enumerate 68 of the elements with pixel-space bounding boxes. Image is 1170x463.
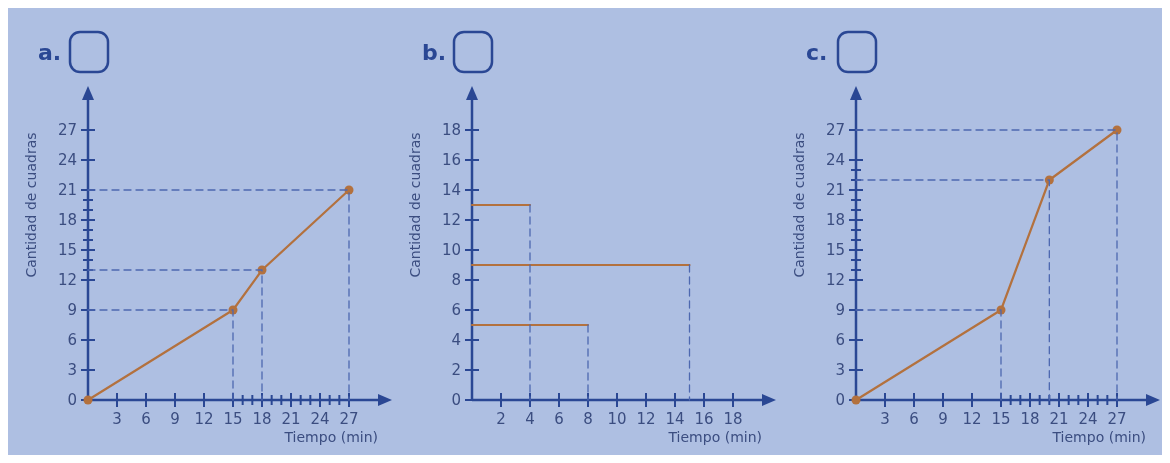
y-axis-title: Cantidad de cuadras xyxy=(23,132,39,278)
chart-title: c. xyxy=(806,40,828,65)
x-tick-label: 18 xyxy=(723,410,743,428)
y-tick-label: 24 xyxy=(825,151,845,169)
x-tick-label: 6 xyxy=(141,410,151,428)
y-tick-label: 21 xyxy=(57,181,77,199)
x-tick-label: 8 xyxy=(583,410,593,428)
point xyxy=(83,395,93,405)
y-tick-label: 12 xyxy=(441,211,461,229)
chart-title: a. xyxy=(38,40,62,65)
x-tick-label: 24 xyxy=(1078,410,1098,428)
x-axis-title: Tiempo (min) xyxy=(283,429,378,445)
y-tick-label: 21 xyxy=(825,181,845,199)
x-tick-label: 9 xyxy=(170,410,180,428)
x-tick-label: 24 xyxy=(310,410,330,428)
x-tick-label: 27 xyxy=(339,410,359,428)
y-tick-label: 12 xyxy=(57,271,77,289)
x-tick-label: 27 xyxy=(1107,410,1127,428)
x-tick-label: 15 xyxy=(991,410,1011,428)
y-tick-label: 24 xyxy=(57,151,77,169)
y-tick-label: 15 xyxy=(57,241,77,259)
y-tick-label: 27 xyxy=(57,121,77,139)
x-tick-label: 14 xyxy=(665,410,685,428)
x-tick-label: 9 xyxy=(938,410,948,428)
x-tick-label: 3 xyxy=(112,410,122,428)
y-tick-label: 6 xyxy=(67,331,77,349)
y-tick-label: 18 xyxy=(825,211,845,229)
y-tick-label: 15 xyxy=(825,241,845,259)
y-tick-label: 16 xyxy=(441,151,461,169)
y-axis-title: Cantidad de cuadras xyxy=(407,132,423,278)
x-tick-label: 6 xyxy=(554,410,564,428)
y-tick-label: 8 xyxy=(451,271,461,289)
x-tick-label: 12 xyxy=(636,410,656,428)
x-tick-label: 21 xyxy=(1049,410,1069,428)
x-tick-label: 3 xyxy=(880,410,890,428)
x-tick-label: 18 xyxy=(1020,410,1040,428)
y-tick-label: 18 xyxy=(441,121,461,139)
y-axis-title: Cantidad de cuadras xyxy=(791,132,807,278)
x-tick-label: 15 xyxy=(223,410,243,428)
y-tick-label: 0 xyxy=(67,391,77,409)
x-tick-label: 2 xyxy=(496,410,506,428)
x-tick-label: 10 xyxy=(607,410,627,428)
y-tick-label: 3 xyxy=(67,361,77,379)
x-axis-title: Tiempo (min) xyxy=(667,429,762,445)
point xyxy=(851,395,861,405)
x-tick-label: 16 xyxy=(694,410,714,428)
y-tick-label: 6 xyxy=(835,331,845,349)
x-tick-label: 18 xyxy=(252,410,272,428)
x-axis-title: Tiempo (min) xyxy=(1051,429,1146,445)
x-tick-label: 12 xyxy=(962,410,982,428)
y-tick-label: 9 xyxy=(67,301,77,319)
y-tick-label: 6 xyxy=(451,301,461,319)
x-tick-label: 6 xyxy=(909,410,919,428)
y-tick-label: 12 xyxy=(825,271,845,289)
y-tick-label: 0 xyxy=(451,391,461,409)
chart-title: b. xyxy=(422,40,447,65)
y-tick-label: 10 xyxy=(441,241,461,259)
y-tick-label: 2 xyxy=(451,361,461,379)
y-tick-label: 14 xyxy=(441,181,461,199)
x-tick-label: 4 xyxy=(525,410,535,428)
y-tick-label: 18 xyxy=(57,211,77,229)
y-tick-label: 9 xyxy=(835,301,845,319)
y-tick-label: 4 xyxy=(451,331,461,349)
x-tick-label: 21 xyxy=(281,410,301,428)
y-tick-label: 0 xyxy=(835,391,845,409)
x-tick-label: 12 xyxy=(194,410,214,428)
y-tick-label: 27 xyxy=(825,121,845,139)
y-tick-label: 3 xyxy=(835,361,845,379)
